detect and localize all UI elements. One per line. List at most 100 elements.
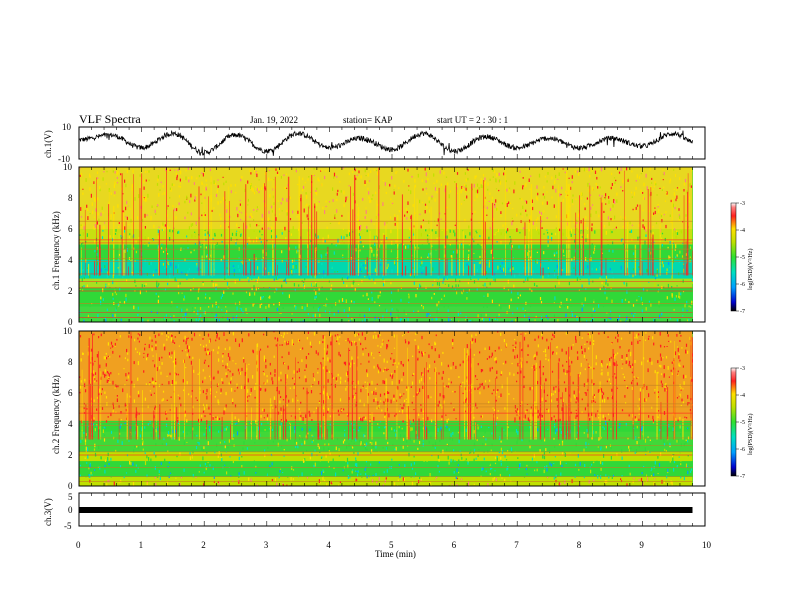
- spectrogram-pixel: [622, 218, 624, 220]
- spectrogram-pixel: [329, 466, 331, 468]
- spectrogram-pixel: [283, 449, 285, 451]
- spectrogram-pixel: [149, 390, 151, 392]
- spectrogram-pixel: [262, 296, 264, 298]
- spectrogram-pixel: [144, 250, 146, 252]
- spectrogram-pixel: [434, 360, 436, 363]
- spectrogram-pixel: [593, 400, 595, 403]
- spectrogram-pixel: [247, 204, 249, 206]
- spectrogram-pixel: [125, 408, 127, 412]
- spectrogram-pixel: [243, 471, 245, 475]
- spectrogram-pixel: [192, 455, 194, 458]
- spectrogram-pixel: [559, 265, 561, 267]
- spectrogram-pixel: [617, 338, 619, 343]
- spectrogram-pixel: [505, 343, 508, 347]
- spectrogram-pixel: [432, 267, 434, 272]
- spectrogram-pixel: [373, 391, 375, 395]
- spectrogram-pixel: [493, 235, 495, 239]
- spectrogram-pixel: [241, 176, 243, 179]
- spectrogram-pixel: [369, 275, 371, 280]
- spectrogram-pixel: [437, 276, 439, 280]
- spectrogram-pixel: [196, 264, 198, 268]
- spectrogram-pixel: [424, 210, 426, 214]
- spectrogram-pixel: [263, 382, 265, 385]
- spectrogram-pixel: [495, 296, 497, 300]
- spectrogram-pixel: [180, 292, 182, 294]
- ch1-waveform-ticks: [78, 127, 706, 159]
- spectrogram-pixel: [280, 175, 282, 179]
- spectrogram-pixel: [148, 482, 150, 486]
- spectrogram-pixel: [533, 453, 535, 458]
- spectrogram-pixel: [203, 446, 205, 450]
- spectrogram-pixel: [454, 232, 456, 237]
- spectrogram-pixel: [116, 395, 118, 397]
- spectrogram-pixel: [496, 376, 498, 379]
- spectrogram-pixel: [269, 167, 271, 169]
- spectrogram-pixel: [505, 180, 507, 183]
- spectrogram-pixel: [521, 438, 523, 442]
- spectrogram-pixel: [431, 196, 433, 200]
- spectrogram-pixel: [655, 484, 657, 486]
- spectrogram-spike: [350, 186, 351, 276]
- spectrogram-pixel: [622, 238, 624, 241]
- spectrogram-pixel: [349, 340, 351, 344]
- spectrogram-pixel: [268, 290, 270, 295]
- spectrogram-pixel: [597, 186, 599, 189]
- spectrogram-pixel: [670, 480, 672, 484]
- spectrogram-pixel: [611, 395, 613, 397]
- spectrogram-pixel: [315, 291, 317, 295]
- spectrogram-pixel: [436, 318, 438, 320]
- spectrogram-pixel: [194, 231, 196, 233]
- spectrogram-pixel: [543, 210, 545, 213]
- spectrogram-pixel: [135, 285, 137, 287]
- spectrogram-pixel: [385, 463, 388, 467]
- spectrogram-pixel: [637, 236, 639, 241]
- spectrogram-pixel: [312, 173, 314, 175]
- spectrogram-pixel: [616, 289, 618, 291]
- spectrogram-spike: [481, 209, 483, 276]
- spectrogram-pixel: [173, 342, 176, 344]
- spectrogram-pixel: [129, 291, 131, 294]
- spectrogram-pixel: [194, 243, 196, 245]
- spectrogram-pixel: [97, 197, 99, 201]
- spectrogram-pixel: [375, 334, 377, 339]
- spectrogram-pixel: [211, 209, 213, 212]
- spectrogram-pixel: [361, 440, 363, 445]
- spectrogram-pixel: [198, 442, 200, 446]
- spectrogram-pixel: [658, 305, 660, 308]
- spectrogram-pixel: [161, 399, 163, 402]
- spectrogram-band: [79, 278, 693, 288]
- spectrogram-pixel: [523, 375, 525, 379]
- spectrogram-pixel: [561, 348, 563, 352]
- spectrogram-pixel: [616, 387, 618, 389]
- spectrogram-pixel: [585, 287, 587, 290]
- spectrogram-pixel: [588, 366, 590, 368]
- spectrogram-pixel: [319, 313, 321, 318]
- spectrogram-pixel: [657, 431, 660, 434]
- spectrogram-pixel: [663, 171, 665, 176]
- spectrogram-pixel: [553, 302, 555, 304]
- spectrogram-pixel: [439, 212, 441, 215]
- spectrogram-pixel: [294, 305, 296, 308]
- spectrogram-pixel: [576, 431, 579, 434]
- spectrogram-pixel: [654, 392, 656, 394]
- spectrogram-pixel: [676, 187, 679, 189]
- spectrogram-pixel: [239, 207, 241, 211]
- spectrogram-pixel: [682, 365, 684, 368]
- spectrogram-pixel: [464, 235, 467, 239]
- spectrogram-pixel: [124, 179, 126, 183]
- spectrogram-pixel: [332, 458, 334, 463]
- spectrogram-pixel: [401, 378, 403, 382]
- spectrogram-pixel: [351, 470, 353, 474]
- spectrogram-pixel: [661, 189, 663, 191]
- spectrogram-pixel: [607, 371, 609, 376]
- spectrogram-pixel: [627, 272, 629, 275]
- spectrogram-pixel: [186, 432, 188, 436]
- spectrogram-pixel: [631, 387, 633, 390]
- spectrogram-pixel: [384, 308, 387, 311]
- spectrogram-pixel: [224, 199, 226, 201]
- spectrogram-pixel: [144, 397, 146, 401]
- spectrogram-pixel: [657, 456, 659, 459]
- spectrogram-pixel: [537, 335, 540, 339]
- spectrogram-pixel: [226, 375, 228, 378]
- spectrogram-pixel: [276, 387, 278, 391]
